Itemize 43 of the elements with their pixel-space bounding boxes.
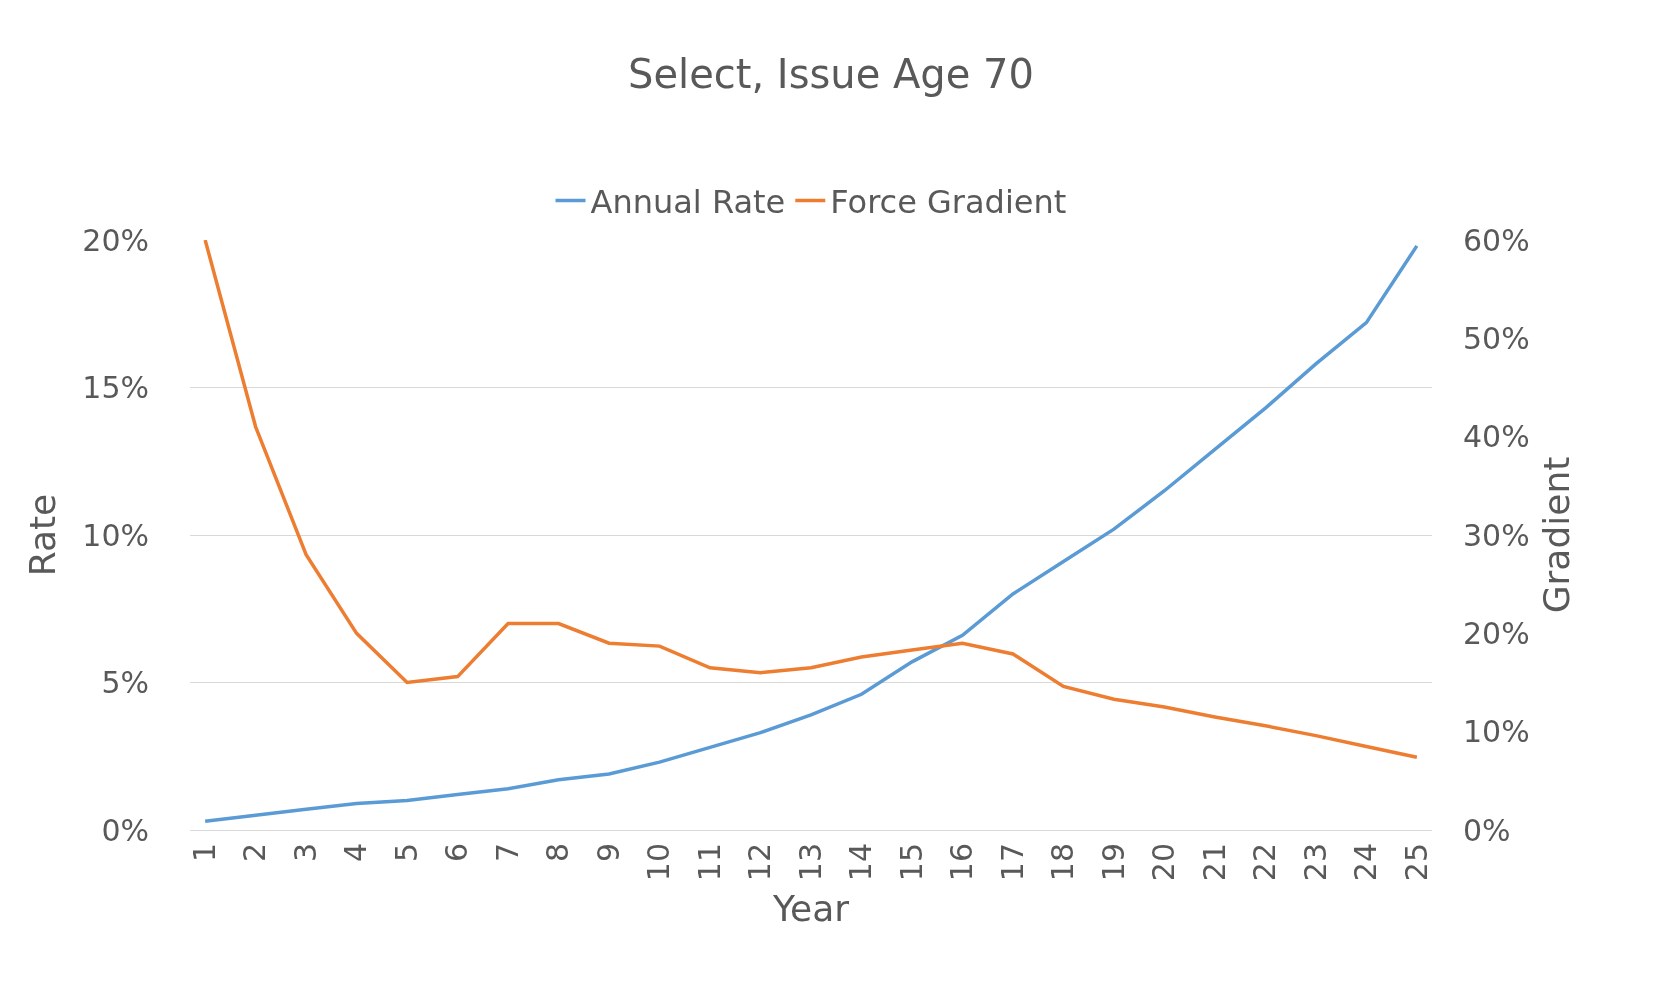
x-tick-label: 4 xyxy=(338,843,374,863)
y2-tick-label: 0% xyxy=(1463,812,1511,848)
legend-label: Annual Rate xyxy=(590,182,786,221)
y2-tick-label: 40% xyxy=(1463,419,1530,455)
x-tick-label: 24 xyxy=(1348,843,1384,882)
y-tick-label: 5% xyxy=(101,665,149,700)
x-tick-label: 20 xyxy=(1146,843,1182,882)
x-tick-label: 16 xyxy=(944,843,980,882)
x-tick-label: 25 xyxy=(1398,843,1434,882)
x-tick-label: 2 xyxy=(237,843,273,863)
x-tick-label: 7 xyxy=(489,843,525,863)
x-tick-label: 6 xyxy=(439,843,475,863)
y2-tick-label: 30% xyxy=(1463,517,1530,553)
x-axis-title: Year xyxy=(771,887,850,929)
y-tick-label: 20% xyxy=(82,222,149,258)
x-tick-label: 10 xyxy=(641,843,677,882)
x-tick-label: 11 xyxy=(691,843,727,882)
y-axis-title: Rate xyxy=(22,493,64,577)
x-tick-label: 15 xyxy=(893,843,929,882)
x-tick-label: 22 xyxy=(1247,843,1283,882)
y2-tick-label: 50% xyxy=(1463,320,1530,356)
x-tick-label: 13 xyxy=(792,843,828,882)
y-tick-label: 0% xyxy=(101,812,149,848)
x-tick-label: 3 xyxy=(287,843,323,863)
y2-tick-label: 10% xyxy=(1463,714,1530,750)
x-tick-label: 12 xyxy=(742,843,778,882)
x-tick-label: 5 xyxy=(388,843,424,863)
x-tick-label: 9 xyxy=(590,843,626,863)
x-tick-label: 21 xyxy=(1196,843,1232,882)
chart-title: Select, Issue Age 70 xyxy=(628,51,1034,97)
y2-axis-title: Gradient xyxy=(1536,456,1578,614)
x-tick-label: 23 xyxy=(1297,843,1333,882)
x-tick-label: 8 xyxy=(540,843,576,863)
y2-tick-label: 60% xyxy=(1463,222,1530,258)
x-tick-label: 1 xyxy=(186,843,222,863)
y-tick-label: 10% xyxy=(82,517,149,553)
x-tick-label: 18 xyxy=(1045,843,1081,882)
y2-tick-label: 20% xyxy=(1463,615,1530,651)
x-tick-label: 14 xyxy=(843,843,879,882)
x-tick-label: 17 xyxy=(994,843,1030,882)
x-tick-label: 19 xyxy=(1095,843,1131,882)
legend-label: Force Gradient xyxy=(830,182,1067,221)
y-tick-label: 15% xyxy=(82,370,149,405)
